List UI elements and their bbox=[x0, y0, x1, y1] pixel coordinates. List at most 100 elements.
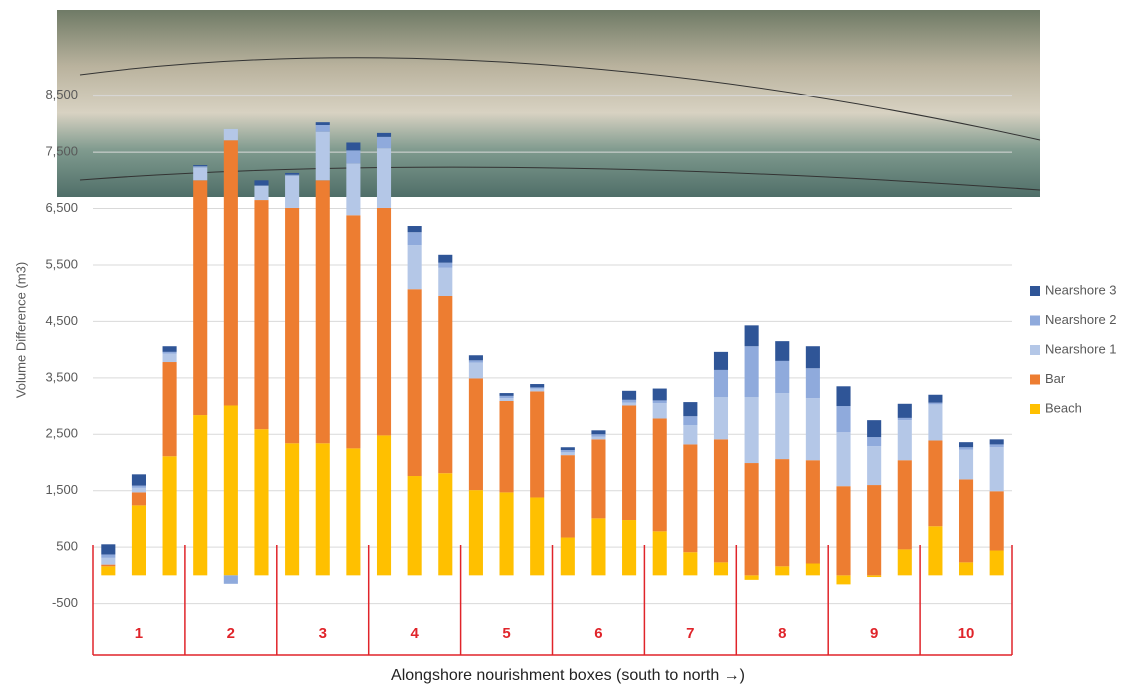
bar-segment bbox=[193, 165, 208, 167]
bar-segment bbox=[744, 575, 759, 580]
bar-segment bbox=[376, 136, 392, 149]
bar-segment bbox=[560, 447, 575, 451]
bar-segment bbox=[285, 207, 300, 444]
bar-segment bbox=[622, 402, 637, 406]
bar-segment bbox=[683, 425, 698, 445]
bar-segment bbox=[867, 575, 882, 578]
y-tick-label: 1,500 bbox=[45, 482, 78, 497]
bar-segment bbox=[101, 564, 116, 567]
bar-segment bbox=[897, 420, 912, 461]
bar-segment bbox=[468, 362, 483, 379]
bar-segment bbox=[928, 526, 943, 576]
bar-segment bbox=[989, 439, 1004, 445]
y-tick-label: 7,500 bbox=[45, 144, 78, 159]
bar-segment bbox=[101, 566, 116, 576]
bar-segment bbox=[652, 418, 667, 532]
bar-segment bbox=[836, 486, 851, 576]
bar-segment bbox=[989, 447, 1004, 492]
legend-label: Nearshore 1 bbox=[1045, 341, 1117, 356]
group-label: 2 bbox=[227, 625, 235, 642]
bar-segment bbox=[407, 226, 422, 233]
bar-segment bbox=[744, 346, 759, 398]
bar-segment bbox=[622, 399, 637, 403]
bar-segment bbox=[438, 254, 453, 263]
bar-segment bbox=[499, 395, 514, 399]
bar-segment bbox=[223, 140, 238, 406]
legend-swatch bbox=[1030, 286, 1040, 296]
bar-segment bbox=[285, 174, 300, 176]
bar-segment bbox=[530, 388, 545, 392]
bar-segment bbox=[683, 444, 698, 553]
bar-segment bbox=[162, 353, 177, 363]
bar-segment bbox=[805, 563, 820, 576]
bar-segment bbox=[438, 267, 453, 296]
legend-swatch bbox=[1030, 345, 1040, 355]
group-label: 9 bbox=[870, 625, 878, 642]
y-axis-label: Volume Difference (m3) bbox=[13, 262, 28, 398]
group-label: 3 bbox=[319, 625, 327, 642]
bar-segment bbox=[223, 128, 238, 141]
bar-segment bbox=[346, 150, 361, 164]
legend-swatch bbox=[1030, 404, 1040, 414]
bar-segment bbox=[346, 448, 361, 576]
bar-segment bbox=[131, 505, 146, 576]
bar-segment bbox=[836, 432, 851, 487]
bar-segment bbox=[775, 360, 790, 394]
y-tick-label: 500 bbox=[56, 539, 78, 554]
legend-label: Nearshore 2 bbox=[1045, 312, 1117, 327]
bar-segment bbox=[376, 435, 392, 576]
bar-segment bbox=[959, 449, 974, 480]
group-label: 8 bbox=[778, 625, 786, 642]
x-axis-label: Alongshore nourishment boxes (south to n… bbox=[391, 667, 745, 684]
bar-segment bbox=[499, 400, 514, 493]
bar-segment bbox=[897, 460, 912, 550]
bar-segment bbox=[836, 386, 851, 407]
bar-segment bbox=[131, 487, 146, 493]
bar-segment bbox=[499, 492, 514, 576]
group-label: 1 bbox=[135, 625, 143, 642]
bar-segment bbox=[897, 403, 912, 418]
bar-segment bbox=[285, 172, 300, 175]
bar-segment bbox=[499, 398, 514, 401]
bar-segment bbox=[346, 163, 361, 216]
bar-segment bbox=[928, 440, 943, 527]
bar-segment bbox=[775, 393, 790, 460]
bar-segment bbox=[530, 497, 545, 576]
bar-segment bbox=[468, 490, 483, 576]
bar-segment bbox=[530, 391, 545, 498]
legend-label: Bar bbox=[1045, 371, 1066, 386]
bar-segment bbox=[376, 132, 392, 137]
bar-segment bbox=[346, 215, 361, 449]
y-tick-label: -500 bbox=[52, 595, 78, 610]
bar-segment bbox=[713, 369, 729, 398]
bar-segment bbox=[438, 262, 453, 268]
y-tick-label: 4,500 bbox=[45, 313, 78, 328]
bar-segment bbox=[713, 397, 729, 440]
bar-segment bbox=[775, 459, 790, 567]
bar-segment bbox=[652, 388, 667, 401]
bar-segment bbox=[223, 575, 238, 584]
bar-segment bbox=[285, 443, 300, 576]
bar-segment bbox=[254, 185, 269, 186]
y-tick-label: 6,500 bbox=[45, 200, 78, 215]
bar-segment bbox=[622, 405, 637, 521]
bar-segment bbox=[652, 400, 667, 404]
bar-segment bbox=[499, 393, 514, 396]
bar-segment bbox=[959, 442, 974, 448]
bar-segment bbox=[959, 562, 974, 576]
bar-segment bbox=[193, 166, 208, 168]
bar-segment bbox=[591, 434, 606, 437]
bar-segment bbox=[560, 455, 575, 538]
legend-label: Nearshore 3 bbox=[1045, 282, 1117, 297]
bar-segment bbox=[989, 444, 1004, 448]
y-tick-label: 3,500 bbox=[45, 369, 78, 384]
bar-segment bbox=[468, 355, 483, 361]
bar-segment bbox=[101, 554, 116, 558]
bar-segment bbox=[836, 406, 851, 433]
bar-segment bbox=[591, 439, 606, 519]
bar-segment bbox=[867, 446, 882, 486]
bar-segment bbox=[101, 557, 116, 565]
bar-segment bbox=[836, 575, 851, 585]
bar-segment bbox=[131, 485, 146, 488]
